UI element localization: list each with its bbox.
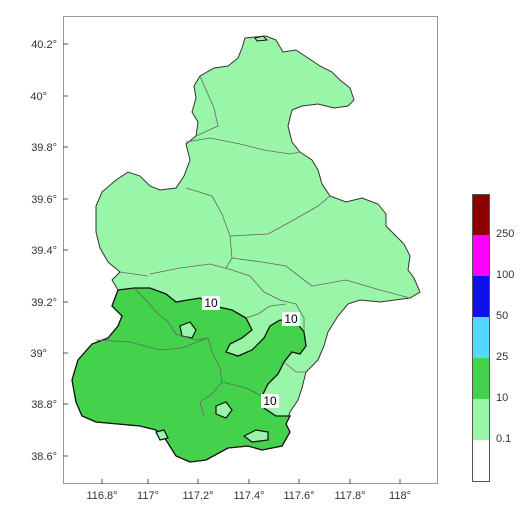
- x-tick-label: 117.2°: [182, 490, 213, 502]
- x-tick-label: 117°: [137, 490, 159, 502]
- x-tick-marks: [101, 479, 401, 484]
- legend-label: 250: [496, 228, 515, 240]
- legend-colorbar: [472, 194, 490, 482]
- y-tick-label: 40.2°: [31, 39, 57, 51]
- y-tick-label: 38.6°: [31, 451, 57, 463]
- legend-swatch: [473, 399, 489, 440]
- hole-light-1: [179, 321, 197, 339]
- svg-text:10: 10: [263, 394, 277, 408]
- legend-swatch: [473, 440, 489, 481]
- y-tick-label: 40°: [30, 91, 47, 103]
- hole-light-4: [155, 429, 169, 441]
- x-tick-label: 117.4°: [233, 490, 264, 502]
- district-boundaries: [95, 75, 411, 417]
- x-tick-label: 117.6°: [283, 490, 314, 502]
- y-tick-label: 38.8°: [31, 399, 57, 411]
- hole-light-3: [242, 429, 269, 443]
- legend-swatch: [473, 195, 489, 235]
- y-tick-label: 39°: [30, 348, 47, 360]
- y-tick-label: 39.2°: [31, 297, 57, 309]
- x-tick-label: 118°: [389, 490, 411, 502]
- legend-label: 25: [496, 351, 509, 363]
- hole-light-2: [215, 401, 233, 419]
- hole-light-5: [254, 35, 269, 42]
- legend-label: 0.1: [496, 433, 512, 445]
- contour-label-1: 10: [202, 296, 220, 310]
- y-tick-label: 39.6°: [31, 194, 57, 206]
- y-tick-label: 39.4°: [31, 245, 57, 257]
- legend-swatch: [473, 235, 489, 276]
- legend-swatch: [473, 358, 489, 399]
- contour-label-3: 10: [261, 394, 279, 408]
- contour-label-2: 10: [282, 312, 300, 326]
- legend-swatch: [473, 317, 489, 358]
- x-tick-label: 117.8°: [334, 490, 365, 502]
- x-tick-label: 116.8°: [86, 490, 117, 502]
- legend-label: 10: [496, 392, 509, 404]
- svg-text:10: 10: [204, 296, 218, 310]
- legend-label: 100: [496, 269, 515, 281]
- legend-swatch: [473, 276, 489, 317]
- svg-text:10: 10: [284, 312, 298, 326]
- legend-label: 50: [496, 310, 509, 322]
- y-tick-label: 39.8°: [31, 142, 57, 154]
- y-tick-marks: [63, 43, 68, 457]
